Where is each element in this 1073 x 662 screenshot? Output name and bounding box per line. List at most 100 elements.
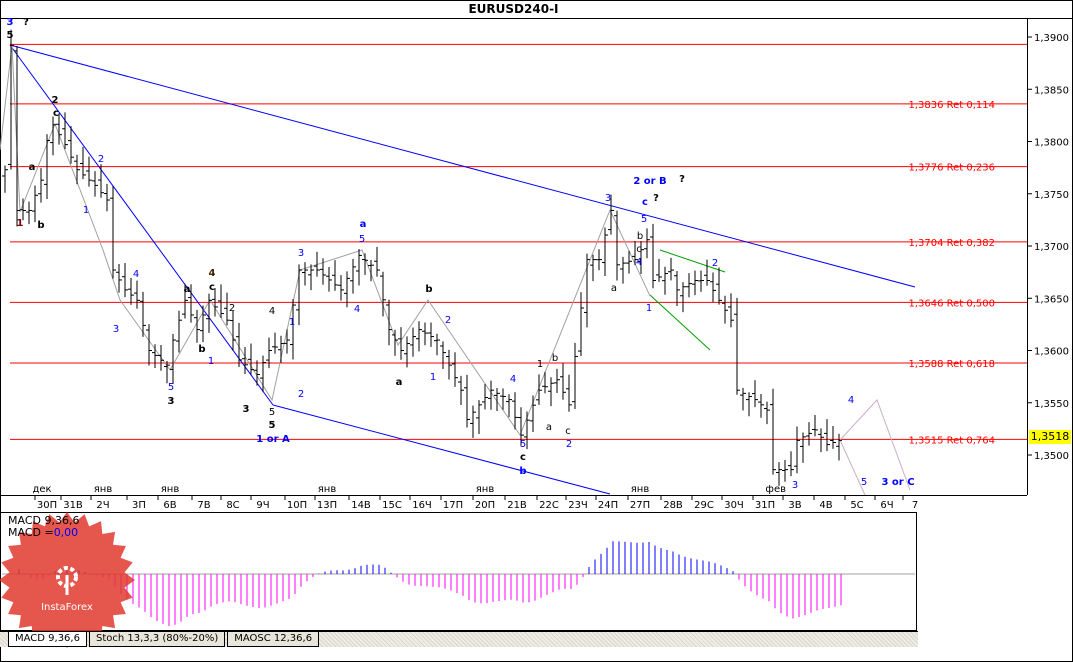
price-bar [674,270,680,307]
wave-label: ? [653,193,659,204]
wave-label: 5 [641,214,647,225]
price-bar [662,266,668,295]
price-bar [26,201,32,225]
price-bar [254,360,260,386]
price-bar [116,264,122,293]
price-bar [158,345,164,371]
wave-label: c [520,452,526,463]
indicator-tabs: MACD 9,36,6 Stoch 13,3,3 (80%-20%) MAOSC… [0,631,918,647]
price-bar [62,112,68,150]
wave-label: a [546,422,552,433]
price-bar [446,349,452,380]
fib-label: 1,3836 Ret 0,114 [908,100,995,111]
wave-label: c [636,244,642,255]
wave-label: 2 [98,154,104,165]
price-bar [494,388,500,411]
x-tick-label: 31В [63,500,83,511]
tab-maosc[interactable]: MAOSC 12,36,6 [227,632,320,647]
y-tick-label: 1,3650 [1034,294,1069,305]
price-bar [458,375,464,405]
price-bar [806,422,812,446]
fib-label: 1,3515 Ret 0,764 [908,435,995,446]
wave-label: c [642,197,648,208]
wave-label: 2 [229,303,235,314]
trendline [9,44,916,288]
tab-macd[interactable]: MACD 9,36,6 [8,632,87,647]
channel-line [649,294,711,351]
price-bar [218,284,224,318]
x-tick-label: 30Ч [724,500,744,511]
price-bar [200,305,206,343]
chart-title: EURUSD240-I [468,2,559,16]
price-bar [242,347,248,375]
price-bar [698,270,704,292]
price-bar [290,299,296,360]
wave-label: 1 [17,218,24,229]
y-tick-label: 1,3700 [1034,242,1069,253]
wave-label: 3 [168,396,175,407]
x-tick-label: 23Ч [568,500,588,511]
wave-label: b [637,231,643,242]
price-bar [626,250,632,274]
price-bar [716,267,722,305]
price-bar [836,433,842,461]
x-tick-label: 24П [598,500,618,511]
price-bar [2,165,8,193]
y-tick-label: 1,3800 [1034,138,1069,149]
y-tick-label: 1,3600 [1034,347,1069,358]
price-bar [380,271,386,317]
wave-label: ? [679,174,685,185]
price-bar [308,264,314,291]
channel-line [659,249,726,273]
price-bar [344,271,350,308]
price-bar [302,262,308,286]
price-bar [128,278,134,305]
wave-label: c [565,426,571,437]
watermark-brand: InstaForex [41,602,93,613]
price-bar [530,395,536,433]
y-tick-label: 1,3550 [1034,399,1069,410]
price-bar [260,355,266,393]
x-tick-label: 10П [287,500,307,511]
price-bar [374,246,380,277]
price-bar [56,113,62,145]
price-bar [650,223,656,289]
price-bar [140,291,146,337]
month-label: янв [631,484,650,495]
wave-label: 5 [520,439,526,450]
x-tick-label: 30П [37,500,57,511]
wave-label: 2 [712,258,718,269]
price-bar [638,241,644,274]
price-bar [728,293,734,328]
wave-label: 1 or A [256,434,290,445]
price-bar [170,333,176,385]
price-bar [86,156,92,187]
wave-label: 2 [566,439,572,450]
wave-label: 1 [289,317,295,328]
price-bar [278,335,284,363]
wave-label: a [611,283,617,294]
price-bar [80,146,86,180]
wave-label: 4 [209,268,216,279]
y-tick-label: 1,3500 [1034,451,1069,462]
price-bar [164,360,170,384]
price-bar [818,428,824,453]
tab-stoch[interactable]: Stoch 13,3,3 (80%-20%) [88,632,226,647]
wave-label: 3 [298,248,304,259]
price-bar [104,183,110,212]
price-bar [692,270,698,296]
price-bar [668,257,674,281]
price-bar [296,264,302,326]
x-tick-label: 7В [197,500,210,511]
price-bar [206,293,212,333]
price-bar [542,371,548,394]
price-bar [50,116,56,156]
price-bar [38,168,44,203]
price-bar [176,310,182,353]
price-bar [752,380,758,408]
price-bar [44,134,50,200]
month-label: фев [765,484,786,495]
wave-label: 3 [113,324,119,335]
price-bar [518,407,524,446]
